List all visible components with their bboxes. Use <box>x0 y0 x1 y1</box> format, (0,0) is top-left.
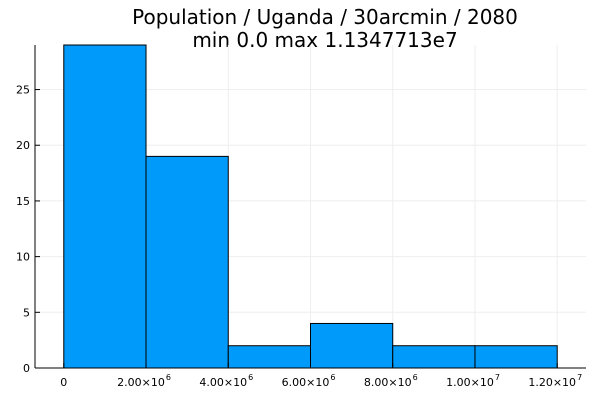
x-axis-ticks: 0 2.00×10 6 4.00×10 6 6.00×10 6 8.00×10 6 1.00×10… <box>60 363 582 389</box>
x-tick-mantissa: 1.00×10 <box>446 376 494 389</box>
histogram-bar <box>227 345 312 369</box>
x-tick-mantissa: 8.00×10 <box>364 376 412 389</box>
histogram-bar <box>310 322 394 369</box>
x-tick-mantissa: 6.00×10 <box>282 376 330 389</box>
y-tick-label: 5 <box>23 306 30 319</box>
x-tick-label: 8.00×10 6 <box>364 373 418 389</box>
histogram-bar <box>392 345 476 369</box>
x-tick-label: 4.00×10 6 <box>199 373 253 389</box>
y-tick-label: 0 <box>23 362 30 375</box>
y-tick-label: 25 <box>16 84 30 97</box>
x-tick-mantissa: 4.00×10 <box>199 376 247 389</box>
y-axis-ticks: 0 5 10 15 20 25 <box>16 84 40 375</box>
x-tick-label: 1.00×10 7 <box>446 373 500 389</box>
y-tick-label: 10 <box>16 251 30 264</box>
chart-title: Population / Uganda / 30arcmin / 2080 <box>132 5 518 29</box>
x-tick-mantissa: 2.00×10 <box>117 376 165 389</box>
x-tick-label: 1.20×10 7 <box>528 373 582 389</box>
x-tick-label: 6.00×10 6 <box>282 373 336 389</box>
x-tick-mantissa: 1.20×10 <box>528 376 576 389</box>
histogram-bars <box>63 44 558 369</box>
x-tick-exponent: 6 <box>330 373 335 382</box>
x-tick-label: 0 <box>60 376 67 389</box>
chart-subtitle: min 0.0 max 1.1347713e7 <box>192 28 457 52</box>
y-tick-label: 20 <box>16 139 30 152</box>
histogram-bar <box>145 155 229 369</box>
histogram-bar <box>474 345 558 369</box>
x-tick-exponent: 6 <box>413 373 418 382</box>
x-tick-label: 2.00×10 6 <box>117 373 171 389</box>
x-tick-exponent: 6 <box>248 373 253 382</box>
y-tick-label: 15 <box>16 195 30 208</box>
x-tick-mantissa: 0 <box>60 376 67 389</box>
x-tick-exponent: 7 <box>495 373 500 382</box>
x-tick-exponent: 6 <box>166 373 171 382</box>
histogram-bar <box>63 44 147 369</box>
x-tick-exponent: 7 <box>577 373 582 382</box>
